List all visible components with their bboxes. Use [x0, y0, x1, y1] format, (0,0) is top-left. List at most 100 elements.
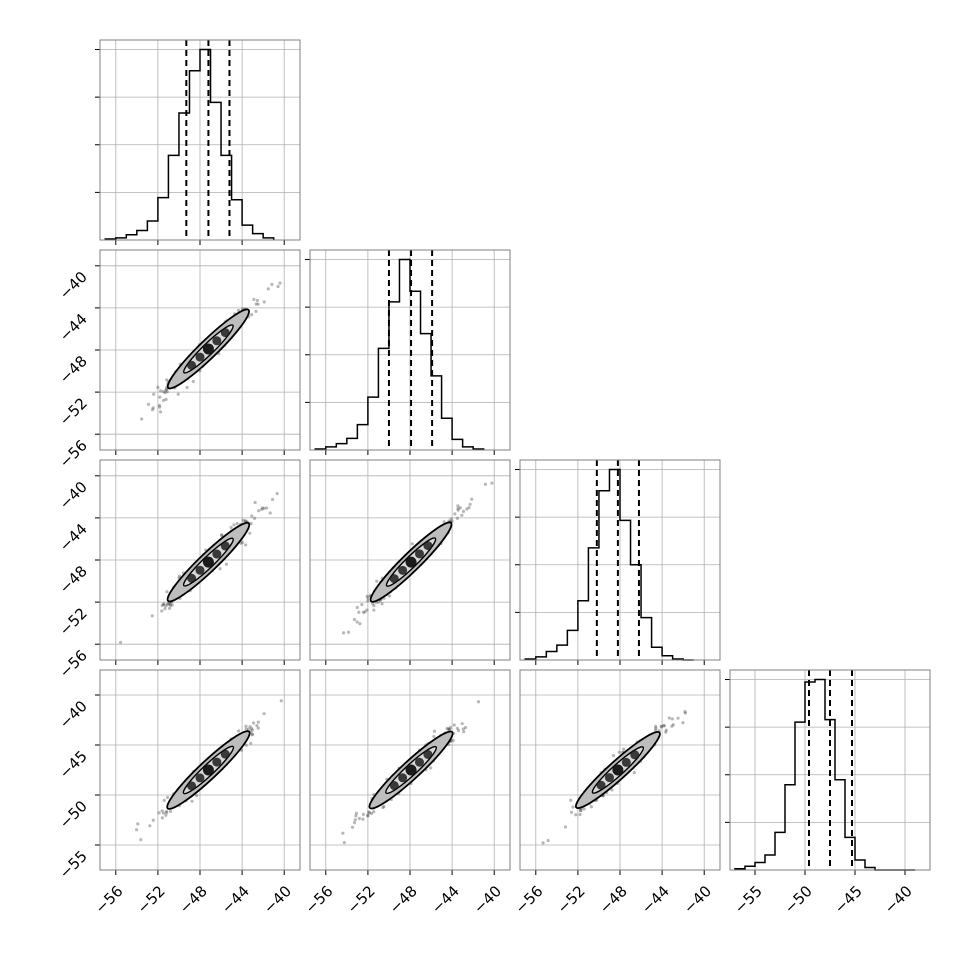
sample-point	[163, 607, 167, 611]
sample-point	[134, 828, 139, 832]
sample-point	[610, 788, 614, 792]
sample-point	[360, 602, 364, 607]
sample-point	[461, 727, 465, 731]
sample-point	[236, 308, 241, 312]
density-peak	[212, 549, 222, 559]
sample-point	[268, 511, 272, 515]
x-tick-label: −40	[470, 882, 505, 917]
sample-point	[262, 300, 266, 304]
sample-point	[252, 297, 256, 302]
sample-point	[250, 732, 254, 736]
y-tick-label: −52	[56, 394, 91, 429]
density-peak	[212, 336, 222, 346]
sample-point	[256, 302, 260, 306]
sample-point	[278, 281, 282, 285]
sample-point	[653, 724, 658, 728]
sample-point	[164, 387, 168, 391]
x-tick-label: −52	[134, 882, 169, 917]
panel-frame	[99, 249, 301, 451]
density-peak	[389, 574, 399, 584]
sample-point	[429, 766, 433, 770]
sample-point	[569, 798, 573, 802]
sample-point	[253, 516, 257, 520]
y-tick-label: −40	[56, 268, 91, 303]
sample-point	[232, 523, 236, 527]
density-peak	[423, 541, 433, 551]
sample-point	[366, 813, 370, 817]
sample-point	[167, 606, 172, 610]
sample-point	[250, 733, 254, 737]
sample-point	[250, 514, 254, 518]
sample-point	[148, 824, 152, 828]
sample-point	[161, 602, 166, 607]
density-peak	[414, 549, 424, 559]
sample-point	[275, 492, 279, 496]
sample-point	[218, 567, 222, 571]
sample-point	[165, 811, 169, 815]
sample-point	[139, 838, 143, 842]
sample-point	[632, 770, 636, 775]
sample-point	[463, 725, 468, 730]
density-peak	[604, 773, 614, 783]
sample-point	[166, 602, 170, 606]
panel-frame	[519, 459, 721, 661]
sample-point	[445, 727, 449, 731]
scatter-panel: −56−52−48−44−40	[302, 669, 511, 917]
sample-point	[357, 816, 361, 821]
sample-point	[243, 519, 247, 523]
sample-point	[442, 520, 446, 524]
y-tick-label: −52	[56, 604, 91, 639]
sample-point	[136, 822, 140, 826]
sample-point	[118, 640, 123, 644]
sample-point	[161, 811, 166, 815]
density-peak	[202, 764, 214, 776]
sample-point	[160, 609, 164, 613]
sample-point	[664, 730, 668, 734]
sample-point	[162, 798, 166, 802]
sample-point	[671, 723, 675, 727]
sample-point	[190, 799, 194, 803]
scatter-panel: −55−50−45−40−56 −52 −48 −44 −40	[56, 669, 301, 917]
sample-point	[371, 602, 375, 606]
sample-point	[361, 817, 365, 821]
sample-point	[456, 506, 460, 511]
sample-point	[574, 813, 578, 817]
sample-point	[341, 831, 345, 835]
density-peak	[596, 780, 606, 790]
x-tick-label: −40	[680, 882, 715, 917]
histogram-step	[524, 468, 694, 661]
sample-point	[164, 813, 168, 817]
sample-point	[224, 562, 229, 566]
sample-point	[354, 811, 359, 815]
sample-point	[158, 410, 163, 414]
x-tick-label: −48	[176, 882, 211, 917]
sample-point	[160, 816, 164, 820]
sample-point	[250, 312, 254, 317]
sample-point	[235, 521, 239, 526]
sample-point	[357, 610, 361, 614]
sample-point	[582, 807, 586, 811]
density-peak	[414, 757, 424, 767]
sample-point	[248, 725, 252, 729]
sample-point	[410, 542, 414, 546]
sample-point	[164, 397, 168, 401]
panel-frame	[309, 669, 511, 871]
sample-point	[163, 391, 167, 395]
histogram-panel: −55 −50 −45 −40	[725, 669, 931, 917]
histogram-panel	[515, 459, 721, 665]
sample-point	[670, 717, 674, 721]
density-peak	[195, 773, 205, 783]
sample-point	[382, 804, 386, 809]
sample-point	[244, 519, 248, 523]
sample-point	[460, 513, 464, 517]
sample-point	[168, 604, 173, 608]
sample-point	[381, 805, 385, 810]
sample-point	[177, 574, 182, 578]
sample-point	[164, 809, 169, 814]
sample-point	[387, 594, 392, 598]
sample-point	[456, 504, 460, 508]
sample-point	[455, 726, 459, 730]
sample-point	[254, 309, 258, 313]
sample-point	[354, 814, 358, 818]
sample-point	[448, 725, 453, 730]
